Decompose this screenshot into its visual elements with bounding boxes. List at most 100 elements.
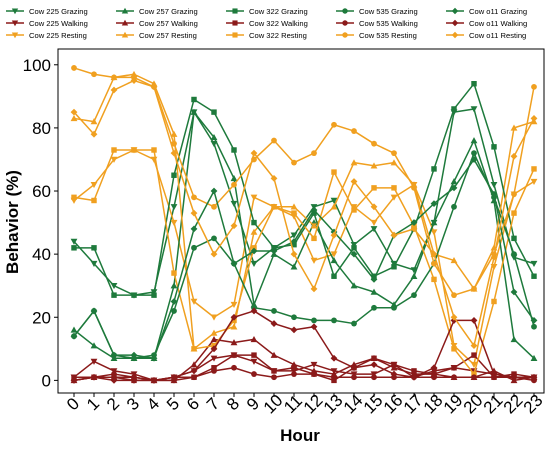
legend-marker	[451, 7, 459, 15]
data-point	[370, 361, 378, 368]
data-point	[171, 308, 177, 314]
data-point	[270, 247, 278, 255]
data-point	[190, 361, 198, 368]
data-point	[471, 80, 477, 87]
series-9	[71, 147, 537, 377]
legend-label: Cow o11 Walking	[469, 19, 527, 28]
x-tick-label: 7	[203, 394, 223, 414]
legend-item: Cow 322 Walking	[226, 19, 308, 28]
data-point	[530, 178, 538, 185]
data-point	[471, 374, 477, 381]
data-point	[370, 275, 378, 283]
data-point	[370, 162, 378, 169]
data-point	[210, 345, 218, 353]
data-point	[250, 228, 258, 235]
data-point	[230, 323, 238, 330]
data-point	[431, 166, 437, 172]
legend-label: Cow 535 Resting	[359, 31, 417, 40]
data-point	[370, 219, 378, 226]
data-point	[230, 174, 238, 182]
data-point	[330, 251, 338, 258]
data-point	[470, 317, 478, 324]
data-point	[210, 335, 218, 343]
legend-marker	[11, 20, 19, 27]
data-point	[451, 106, 457, 112]
legend-item: Cow 535 Resting	[336, 31, 417, 40]
data-point	[230, 200, 238, 208]
data-point	[451, 346, 457, 352]
data-point	[511, 235, 517, 242]
series-line	[73, 73, 535, 350]
data-point	[471, 352, 477, 358]
data-point	[470, 137, 478, 144]
data-point	[491, 298, 497, 305]
data-point	[91, 71, 97, 78]
data-point	[350, 178, 358, 185]
legend-label: Cow 257 Walking	[139, 19, 198, 28]
data-point	[71, 194, 77, 201]
legend-marker	[11, 32, 19, 39]
data-point	[410, 272, 418, 279]
data-point	[510, 373, 518, 381]
data-point	[270, 351, 278, 358]
legend-label: Cow 535 Walking	[359, 19, 418, 28]
data-point	[151, 147, 157, 153]
legend-marker	[121, 31, 129, 38]
data-point	[250, 149, 258, 157]
data-point	[390, 364, 398, 371]
data-point	[271, 368, 277, 374]
data-point	[511, 251, 517, 258]
legend-item: Cow 225 Resting	[6, 31, 87, 40]
data-point	[510, 288, 518, 296]
data-point	[430, 229, 438, 236]
data-point	[170, 204, 178, 211]
legend-label: Cow 322 Resting	[249, 31, 307, 40]
data-point	[530, 373, 538, 381]
legend-marker	[121, 7, 129, 14]
data-point	[310, 206, 318, 214]
series-line	[73, 158, 535, 360]
x-tick-label: 6	[183, 394, 203, 414]
data-point	[350, 250, 358, 258]
data-point	[311, 317, 317, 324]
data-point	[410, 373, 418, 381]
data-point	[371, 304, 377, 311]
data-point	[371, 185, 377, 191]
data-point	[111, 371, 117, 377]
data-point	[391, 304, 397, 311]
data-point	[391, 361, 397, 368]
data-point	[291, 210, 297, 216]
data-point	[270, 174, 278, 182]
data-point	[250, 247, 258, 255]
x-tick-label: 0	[63, 394, 83, 414]
data-point	[211, 203, 217, 210]
data-point	[190, 108, 198, 115]
data-point	[210, 133, 218, 141]
legend-item: Cow 257 Grazing	[116, 7, 198, 16]
data-point	[291, 314, 297, 321]
data-point	[330, 257, 338, 264]
x-tick-label: 4	[143, 394, 163, 414]
data-point	[471, 371, 477, 377]
data-point	[490, 190, 498, 198]
data-point	[450, 178, 458, 185]
x-tick-label: 2	[103, 394, 123, 414]
data-point	[190, 298, 198, 305]
data-point	[310, 323, 318, 331]
legend-marker	[11, 8, 19, 15]
legend-label: Cow 225 Walking	[29, 19, 88, 28]
data-point	[231, 352, 237, 358]
data-point	[210, 314, 218, 321]
data-point	[170, 149, 178, 157]
data-point	[250, 358, 258, 365]
data-point	[131, 147, 137, 153]
data-point	[531, 273, 537, 279]
data-point	[171, 270, 177, 276]
data-point	[71, 245, 77, 251]
data-point	[250, 260, 258, 268]
data-point	[531, 166, 537, 172]
data-point	[170, 130, 178, 137]
series-line	[73, 108, 535, 296]
data-point	[291, 365, 297, 371]
legend-label: Cow o11 Resting	[469, 31, 526, 40]
